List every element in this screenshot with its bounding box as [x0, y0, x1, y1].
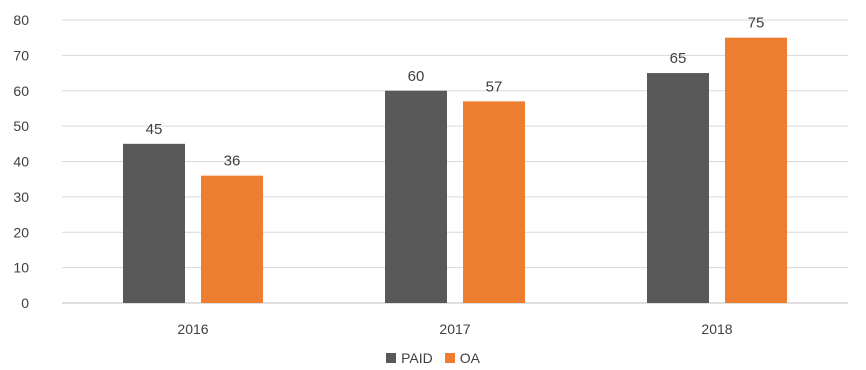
x-tick-label: 2016 — [177, 321, 208, 337]
legend-swatch-paid — [386, 353, 397, 363]
y-tick-label: 80 — [13, 12, 29, 28]
y-tick-label: 0 — [21, 295, 29, 311]
y-tick-label: 50 — [13, 118, 29, 134]
y-tick-label: 20 — [13, 224, 29, 240]
data-label: 65 — [670, 50, 687, 67]
legend-item-oa: OA — [444, 350, 480, 366]
bar-oa-2018 — [725, 37, 787, 303]
bar-oa-2017 — [463, 101, 525, 303]
x-axis-ticks: 2016 2017 2018 — [177, 321, 732, 337]
y-tick-label: 70 — [13, 47, 29, 63]
legend-swatch-oa — [444, 353, 455, 363]
data-label: 57 — [486, 78, 503, 95]
data-labels: 45 36 60 57 65 75 — [146, 15, 765, 170]
bar-paid-2016 — [123, 143, 185, 303]
data-label: 45 — [146, 121, 163, 138]
y-tick-label: 60 — [13, 83, 29, 99]
bar-paid-2017 — [385, 90, 447, 303]
bar-oa-2016 — [201, 175, 263, 303]
data-label: 75 — [748, 15, 765, 32]
y-tick-label: 30 — [13, 189, 29, 205]
bar-paid-2018 — [647, 73, 709, 303]
data-label: 36 — [224, 153, 241, 170]
legend-label-oa: OA — [459, 350, 480, 366]
y-tick-label: 10 — [13, 260, 29, 276]
legend: PAID OA — [0, 350, 866, 366]
x-tick-label: 2018 — [701, 321, 732, 337]
y-tick-label: 40 — [13, 154, 29, 170]
bars — [123, 37, 787, 303]
legend-label-paid: PAID — [401, 350, 433, 366]
gridlines — [62, 19, 848, 304]
legend-item-paid: PAID — [386, 350, 433, 366]
y-axis-ticks: 0 10 20 30 40 50 60 70 80 — [13, 12, 29, 311]
x-tick-label: 2017 — [439, 321, 470, 337]
data-label: 60 — [408, 68, 425, 85]
